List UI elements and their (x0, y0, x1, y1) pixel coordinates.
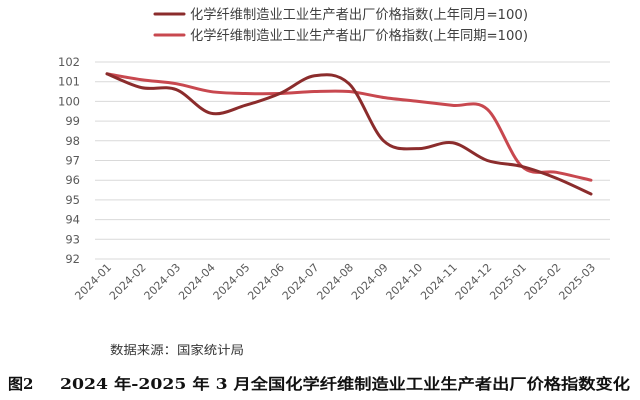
figure-caption-text: 2024 年-2025 年 3 月全国化学纤维制造业工业生产者出厂价格指数变化 (60, 375, 630, 393)
x-tick-label-2025-01: 2025-01 (487, 261, 529, 303)
x-tick-label-2024-09: 2024-09 (349, 261, 391, 303)
x-tick-label-2024-01: 2024-01 (72, 261, 114, 303)
y-tick-label-99: 99 (65, 114, 80, 128)
x-tick-label-2025-02: 2025-02 (522, 261, 564, 303)
y-tick-label-97: 97 (65, 154, 80, 168)
y-tick-label-102: 102 (58, 55, 80, 69)
series-line-same-month (105, 72, 593, 196)
x-tick-label-2024-02: 2024-02 (107, 261, 149, 303)
x-axis-tick-labels: 2024-012024-022024-032024-042024-052024-… (72, 261, 598, 303)
x-tick-label-2024-10: 2024-10 (384, 261, 426, 303)
legend-label-1: 化学纤维制造业工业生产者出厂价格指数(上年同月=100) (190, 7, 528, 23)
series-lines (105, 72, 593, 196)
x-tick-label-2024-12: 2024-12 (453, 261, 495, 303)
x-tick-label-2024-04: 2024-04 (176, 261, 218, 303)
gridlines (95, 61, 610, 260)
y-tick-label-92: 92 (65, 252, 80, 266)
y-tick-label-101: 101 (58, 75, 80, 89)
y-tick-label-100: 100 (58, 94, 80, 108)
x-tick-label-2024-11: 2024-11 (418, 261, 460, 303)
y-tick-label-94: 94 (65, 213, 80, 227)
source-note: 数据来源：国家统计局 (110, 342, 244, 357)
y-tick-label-98: 98 (65, 134, 80, 148)
x-tick-label-2025-03: 2025-03 (556, 261, 598, 303)
x-tick-label-2024-08: 2024-08 (314, 261, 356, 303)
x-tick-label-2024-07: 2024-07 (280, 261, 322, 303)
figure-caption: 图2 2024 年-2025 年 3 月全国化学纤维制造业工业生产者出厂价格指数… (8, 375, 630, 393)
x-tick-label-2024-03: 2024-03 (142, 261, 184, 303)
y-tick-label-96: 96 (65, 173, 80, 187)
y-tick-label-95: 95 (65, 193, 80, 207)
x-tick-label-2024-05: 2024-05 (211, 261, 253, 303)
legend-item-1: 化学纤维制造业工业生产者出厂价格指数(上年同月=100) (153, 7, 528, 23)
y-tick-label-93: 93 (65, 232, 80, 246)
series-line-same-period (105, 72, 593, 182)
legend: 化学纤维制造业工业生产者出厂价格指数(上年同月=100) 化学纤维制造业工业生产… (153, 7, 528, 44)
y-axis-tick-labels: 92 93 94 95 96 97 98 99 100 101 102 (58, 55, 80, 266)
legend-label-2: 化学纤维制造业工业生产者出厂价格指数(上年同期=100) (190, 28, 528, 44)
figure-label: 图2 (8, 375, 33, 393)
x-tick-label-2024-06: 2024-06 (245, 261, 287, 303)
legend-item-2: 化学纤维制造业工业生产者出厂价格指数(上年同期=100) (153, 28, 528, 44)
